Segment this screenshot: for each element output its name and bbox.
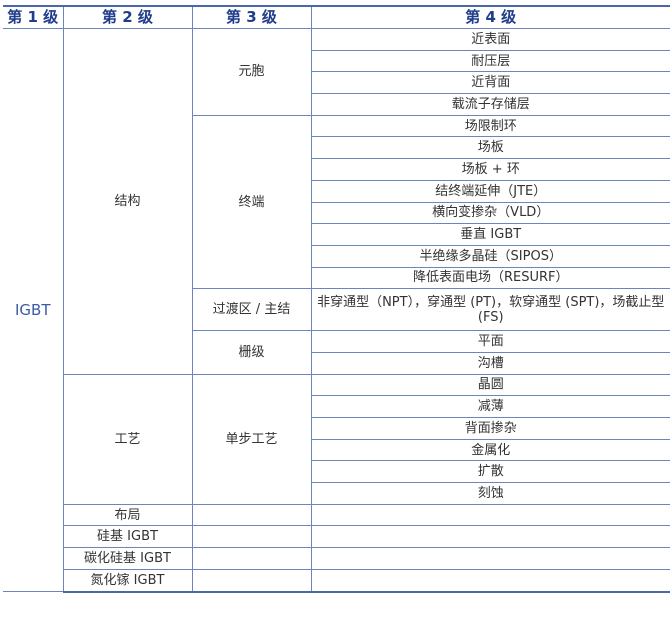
level4-item: 降低表面电场（RESURF） [311, 266, 670, 290]
level4-item: 刻蚀 [311, 482, 670, 505]
igbt-classification-table: 第 1 级 第 2 级 第 3 级 第 4 级 IGBT 结构 元胞 近表面 耐… [3, 5, 670, 593]
header-level-4: 第 4 级 [310, 5, 670, 29]
level2-layout: 布局 [63, 503, 193, 527]
level4-item: 横向变掺杂（VLD） [311, 201, 670, 225]
level1-igbt: IGBT [3, 28, 64, 592]
level2-si-igbt: 硅基 IGBT [63, 525, 193, 549]
level3-transition: 过渡区 / 主结 [192, 288, 312, 332]
level2-process: 工艺 [63, 373, 193, 505]
level4-item: 载流子存储层 [311, 93, 670, 116]
header-row: 第 1 级 第 2 级 第 3 级 第 4 级 [3, 5, 670, 29]
level2-structure: 结构 [62, 28, 193, 375]
empty-cell [310, 547, 670, 570]
level4-item: 半绝缘多晶硅（SIPOS） [311, 244, 670, 268]
level3-termination: 终端 [192, 114, 312, 290]
level4-item: 场限制环 [310, 114, 670, 138]
level4-item: 背面掺杂 [311, 417, 670, 440]
header-level-3: 第 3 级 [191, 5, 312, 29]
level4-item: 近背面 [311, 71, 670, 95]
empty-cell [191, 503, 312, 527]
level2-sic-igbt: 碳化硅基 IGBT [63, 547, 193, 570]
empty-cell [191, 547, 312, 570]
header-level-1: 第 1 级 [3, 5, 64, 29]
level4-item: 减薄 [311, 395, 670, 418]
header-level-2: 第 2 级 [62, 5, 193, 29]
level4-item: 近表面 [310, 28, 670, 51]
level4-item: 扩散 [311, 460, 670, 484]
empty-cell [310, 503, 670, 527]
empty-cell [191, 568, 312, 593]
level4-item: 结终端延伸（JTE） [311, 179, 670, 203]
empty-cell [310, 525, 670, 549]
level3-cell: 元胞 [191, 28, 312, 116]
level3-gate: 栅级 [192, 330, 312, 375]
level4-item: 垂直 IGBT [311, 223, 670, 246]
level4-item: 金属化 [311, 438, 670, 462]
level4-item: 场板 [311, 136, 670, 160]
level4-item: 非穿通型（NPT），穿通型 (PT)，软穿通型 (SPT)，场截止型 (FS) [310, 288, 670, 332]
level4-item: 晶圆 [310, 373, 670, 397]
level4-item: 耐压层 [311, 49, 670, 73]
level2-gan-igbt: 氮化镓 IGBT [63, 568, 193, 593]
level4-item: 场板 + 环 [311, 158, 670, 181]
level4-item: 沟槽 [311, 351, 670, 375]
level4-item: 平面 [310, 330, 670, 353]
level3-step: 单步工艺 [191, 373, 312, 505]
empty-cell [310, 568, 670, 593]
empty-cell [191, 525, 312, 549]
